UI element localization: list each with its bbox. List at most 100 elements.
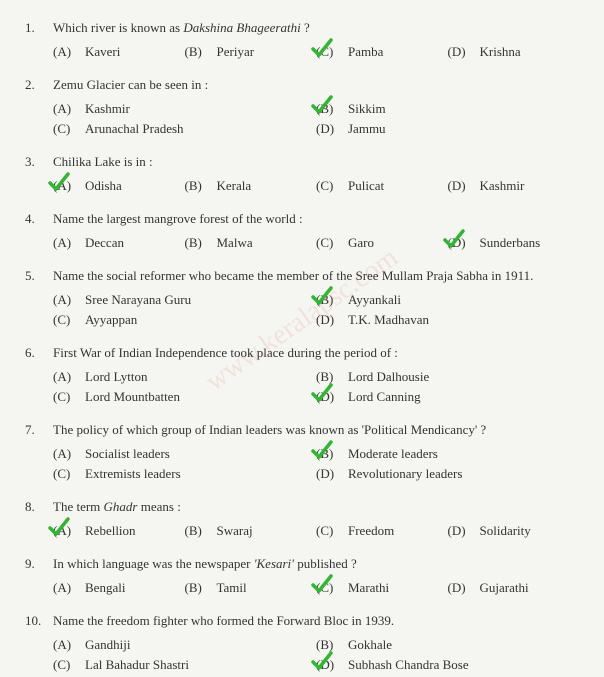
option-text: Krishna [480, 44, 521, 60]
option-text: Subhash Chandra Bose [348, 657, 469, 673]
option: (B)Ayyankali [316, 290, 579, 310]
option-text: Kerala [217, 178, 252, 194]
option-label: (D) [448, 523, 472, 539]
option: (B)Malwa [185, 233, 317, 253]
option: (C)Ayyappan [53, 310, 316, 330]
option-text: Extremists leaders [85, 466, 181, 482]
option-label: (D) [316, 657, 340, 673]
question-stem: Chilika Lake is in : [53, 154, 579, 170]
option-label: (A) [53, 292, 77, 308]
option-label: (C) [53, 312, 77, 328]
option-label: (B) [316, 101, 340, 117]
options-row: (A) Bengali (B)Tamil(C)Marathi(D)Gujarathi [53, 578, 579, 598]
option: (B) Kerala [185, 176, 317, 196]
option: (C)Arunachal Pradesh [53, 119, 316, 139]
option: (D)Revolutionary leaders [316, 464, 579, 484]
option-text: Jammu [348, 121, 386, 137]
option-text: Gandhiji [85, 637, 131, 653]
option-text: Rebellion [85, 523, 136, 539]
question: 2.Zemu Glacier can be seen in :(A)Kashmi… [25, 77, 579, 139]
question: 7.The policy of which group of Indian le… [25, 422, 579, 484]
option: (A) Bengali [53, 578, 185, 598]
option: (D) Subhash Chandra Bose [316, 655, 579, 675]
option-text: Lal Bahadur Shastri [85, 657, 189, 673]
option: (D) Krishna [448, 42, 580, 62]
option: (D)Lord Canning [316, 387, 579, 407]
question-number: 4. [25, 211, 53, 227]
question: 8.The term Ghadr means :(A)Rebellion(B)S… [25, 499, 579, 541]
option-text: Swaraj [217, 523, 253, 539]
option-label: (C) [53, 389, 77, 405]
option-label: (B) [185, 523, 209, 539]
option-label: (A) [53, 44, 77, 60]
option-text: Lord Mountbatten [85, 389, 180, 405]
option-text: Sikkim [348, 101, 386, 117]
option: (D)Jammu [316, 119, 579, 139]
option-label: (C) [316, 178, 340, 194]
option-text: Moderate leaders [348, 446, 438, 462]
option-text: Ayyankali [348, 292, 401, 308]
option-label: (C) [316, 580, 340, 596]
options-row: (A)Lord Lytton(B)Lord Dalhousie(C)Lord M… [53, 367, 579, 407]
option: (B) Moderate leaders [316, 444, 579, 464]
question-number: 6. [25, 345, 53, 361]
option: (C) Lal Bahadur Shastri [53, 655, 316, 675]
option-text: Lord Dalhousie [348, 369, 429, 385]
option-label: (A) [53, 235, 77, 251]
option-label: (C) [53, 466, 77, 482]
option-label: (A) [53, 446, 77, 462]
question-stem: First War of Indian Independence took pl… [53, 345, 579, 361]
option-text: Freedom [348, 523, 394, 539]
option: (C)Pamba [316, 42, 448, 62]
option-text: Gokhale [348, 637, 392, 653]
option-text: Bengali [85, 580, 125, 596]
question: 3.Chilika Lake is in :(A)Odisha(B)Kerala… [25, 154, 579, 196]
option-text: Garo [348, 235, 374, 251]
option: (D)Kashmir [448, 176, 580, 196]
option-label: (C) [53, 657, 77, 673]
option-label: (D) [448, 44, 472, 60]
option: (A) Kaveri [53, 42, 185, 62]
question-number: 1. [25, 20, 53, 36]
option-label: (A) [53, 101, 77, 117]
question: 6.First War of Indian Independence took … [25, 345, 579, 407]
option-text: Tamil [217, 580, 247, 596]
option-label: (B) [185, 178, 209, 194]
question-stem: Which river is known as Dakshina Bhageer… [53, 20, 579, 36]
option-label: (A) [53, 178, 77, 194]
question-stem: Zemu Glacier can be seen in : [53, 77, 579, 93]
option-text: Pulicat [348, 178, 384, 194]
option: (B)Tamil [185, 578, 317, 598]
option-label: (A) [53, 637, 77, 653]
option: (C)Freedom [316, 521, 448, 541]
option-text: Kashmir [480, 178, 525, 194]
options-row: (A) Deccan (B)Malwa(C) Garo (D)Sunderbans [53, 233, 579, 253]
option: (D)Gujarathi [448, 578, 580, 598]
options-row: (A) Kashmir (B) Sikkim (C)Arunachal Pradesh(… [53, 99, 579, 139]
option: (C)Marathi [316, 578, 448, 598]
question-stem: Name the largest mangrove forest of the … [53, 211, 579, 227]
question-stem: The policy of which group of Indian lead… [53, 422, 579, 438]
option: (A) Deccan [53, 233, 185, 253]
option-label: (D) [316, 312, 340, 328]
option: (D)Sunderbans [448, 233, 580, 253]
option-label: (C) [316, 235, 340, 251]
option-text: Deccan [85, 235, 124, 251]
option: (A)Rebellion [53, 521, 185, 541]
option-text: Kashmir [85, 101, 130, 117]
options-row: (A) Gandhiji (B)Gokhale (C) Lal Bahadur Shas… [53, 635, 579, 675]
option-text: Revolutionary leaders [348, 466, 462, 482]
option-text: Kaveri [85, 44, 120, 60]
options-row: (A) Odisha (B) Kerala (C) Pulicat (D)Kashmir [53, 176, 579, 196]
option-text: Odisha [85, 178, 122, 194]
question-stem: Name the freedom fighter who formed the … [53, 613, 579, 629]
option: (A) Gandhiji [53, 635, 316, 655]
option-label: (A) [53, 580, 77, 596]
option-label: (D) [316, 389, 340, 405]
option-text: Sree Narayana Guru [85, 292, 191, 308]
option-label: (B) [316, 446, 340, 462]
questions-list: 1.Which river is known as Dakshina Bhage… [25, 20, 579, 675]
option: (B)Gokhale [316, 635, 579, 655]
option-text: Malwa [217, 235, 253, 251]
question: 10.Name the freedom fighter who formed t… [25, 613, 579, 675]
